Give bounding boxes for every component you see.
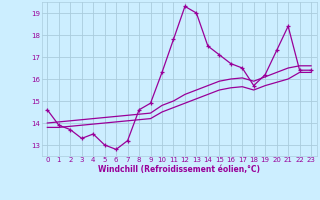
X-axis label: Windchill (Refroidissement éolien,°C): Windchill (Refroidissement éolien,°C)	[98, 165, 260, 174]
